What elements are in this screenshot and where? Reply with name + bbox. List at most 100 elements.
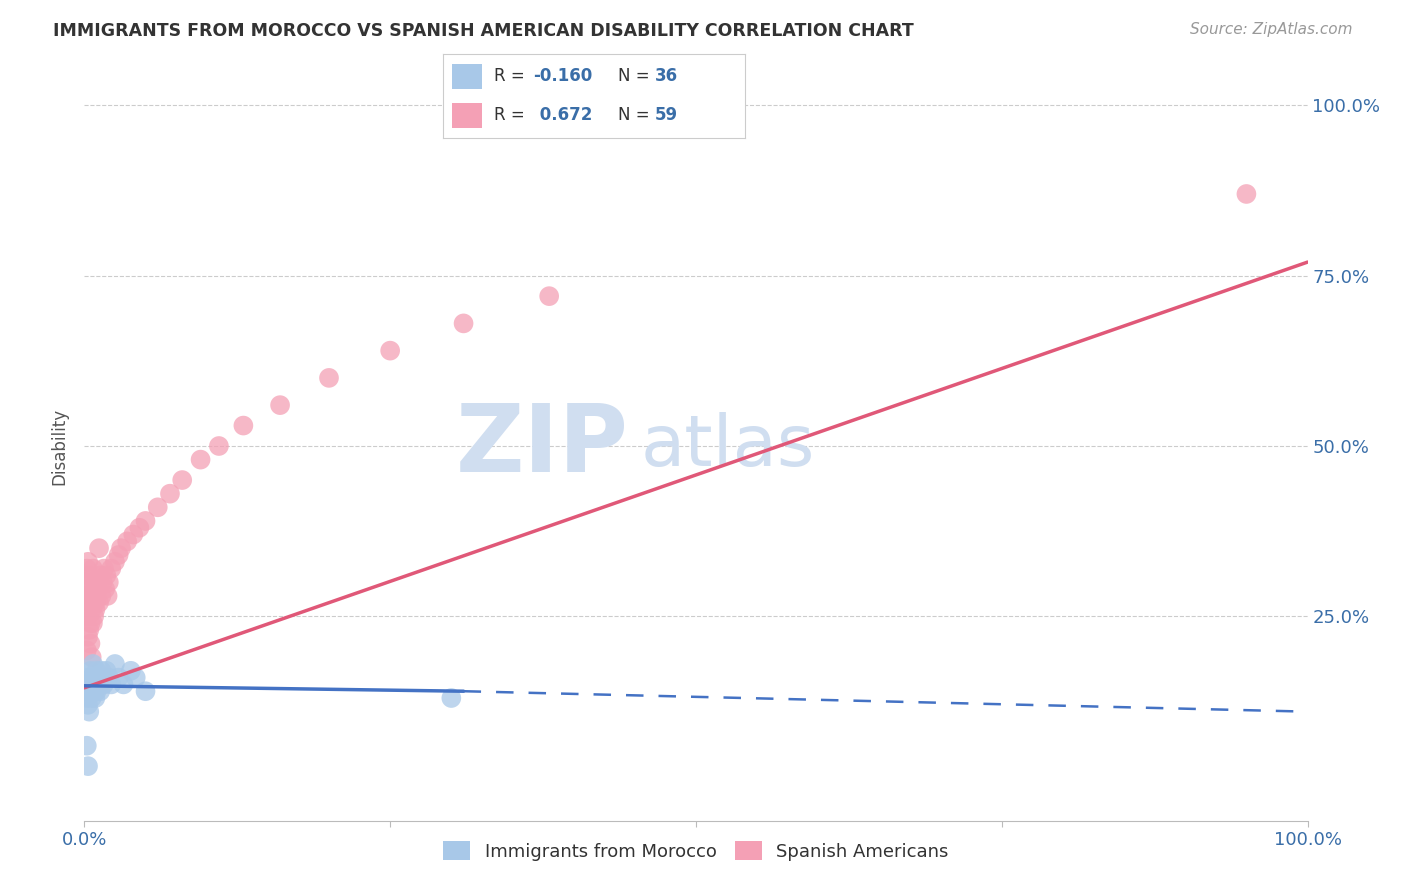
Point xyxy=(96,664,118,678)
Point xyxy=(104,657,127,671)
Point xyxy=(77,630,100,644)
Point xyxy=(82,596,104,610)
Point xyxy=(79,636,101,650)
Point xyxy=(87,677,110,691)
Point xyxy=(77,609,100,624)
Point xyxy=(84,582,107,596)
Point xyxy=(76,561,98,575)
Point xyxy=(84,602,107,616)
Point xyxy=(135,514,157,528)
Point xyxy=(122,527,145,541)
Point xyxy=(538,289,561,303)
Point xyxy=(80,575,103,590)
Point xyxy=(112,677,135,691)
Text: 59: 59 xyxy=(655,106,678,124)
Point xyxy=(83,684,105,698)
Point xyxy=(82,657,104,671)
Point xyxy=(128,521,150,535)
Point xyxy=(77,677,100,691)
Point xyxy=(87,541,110,556)
Point xyxy=(75,575,97,590)
Point xyxy=(77,568,100,582)
Point xyxy=(76,739,98,753)
Text: N =: N = xyxy=(619,106,655,124)
Point xyxy=(77,671,100,685)
Point xyxy=(82,677,104,691)
Text: 0.672: 0.672 xyxy=(534,106,592,124)
Point xyxy=(146,500,169,515)
Point xyxy=(77,698,100,712)
Point xyxy=(77,582,100,596)
Point xyxy=(82,616,104,631)
Point xyxy=(80,671,103,685)
Point xyxy=(76,691,98,706)
Point xyxy=(79,684,101,698)
Text: 36: 36 xyxy=(655,68,678,86)
Point xyxy=(190,452,212,467)
Point xyxy=(89,684,111,698)
Point xyxy=(82,561,104,575)
Point xyxy=(97,671,120,685)
Y-axis label: Disability: Disability xyxy=(51,408,69,484)
Point xyxy=(84,677,107,691)
Point xyxy=(75,602,97,616)
Point xyxy=(90,664,112,678)
Point xyxy=(110,541,132,556)
Text: IMMIGRANTS FROM MOROCCO VS SPANISH AMERICAN DISABILITY CORRELATION CHART: IMMIGRANTS FROM MOROCCO VS SPANISH AMERI… xyxy=(53,22,914,40)
Point xyxy=(77,705,100,719)
Text: R =: R = xyxy=(495,68,530,86)
Point xyxy=(76,643,98,657)
Point xyxy=(80,602,103,616)
Text: Source: ZipAtlas.com: Source: ZipAtlas.com xyxy=(1189,22,1353,37)
Text: atlas: atlas xyxy=(641,411,815,481)
Point xyxy=(91,671,114,685)
Point xyxy=(96,568,118,582)
Point xyxy=(115,534,138,549)
Point xyxy=(79,664,101,678)
Point xyxy=(104,555,127,569)
Point xyxy=(208,439,231,453)
Point xyxy=(94,582,117,596)
Point xyxy=(77,596,100,610)
Point xyxy=(97,589,120,603)
Point xyxy=(318,371,340,385)
Text: R =: R = xyxy=(495,106,530,124)
Point xyxy=(87,671,110,685)
Point xyxy=(91,575,114,590)
Point xyxy=(440,691,463,706)
Point xyxy=(97,575,120,590)
Point xyxy=(83,589,105,603)
Point xyxy=(93,561,115,575)
Point xyxy=(77,555,100,569)
Point xyxy=(77,623,100,637)
Point xyxy=(84,596,107,610)
Point xyxy=(86,575,108,590)
Point xyxy=(79,589,101,603)
Point xyxy=(172,473,194,487)
Point xyxy=(269,398,291,412)
Point xyxy=(76,589,98,603)
Point xyxy=(75,684,97,698)
Point xyxy=(83,671,105,685)
Point xyxy=(120,664,142,678)
Point xyxy=(380,343,402,358)
Text: -0.160: -0.160 xyxy=(534,68,593,86)
Point xyxy=(453,317,475,331)
Point xyxy=(87,582,110,596)
Bar xyxy=(451,103,482,128)
Point xyxy=(80,691,103,706)
Point xyxy=(86,684,108,698)
Point xyxy=(107,671,129,685)
Point xyxy=(84,691,107,706)
Point xyxy=(86,589,108,603)
Point xyxy=(1236,186,1258,201)
Point xyxy=(90,589,112,603)
Point xyxy=(125,671,148,685)
Legend: Immigrants from Morocco, Spanish Americans: Immigrants from Morocco, Spanish America… xyxy=(436,834,956,868)
Point xyxy=(87,596,110,610)
Text: ZIP: ZIP xyxy=(456,400,628,492)
Point xyxy=(232,418,254,433)
Point xyxy=(86,664,108,678)
Point xyxy=(80,650,103,665)
Point xyxy=(89,568,111,582)
